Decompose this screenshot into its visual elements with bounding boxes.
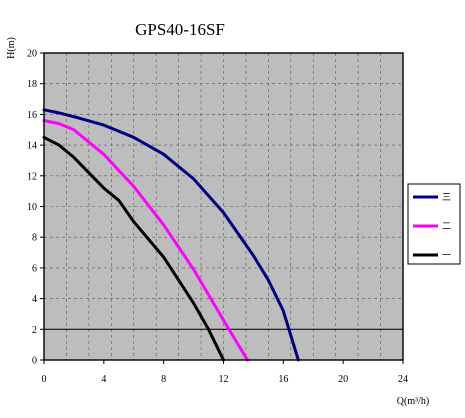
x-tick-label: 4 [101, 374, 106, 385]
plot-background [44, 53, 403, 360]
y-tick-label: 16 [27, 110, 37, 121]
series-line-1 [42, 108, 300, 362]
plot-area [42, 52, 404, 362]
series-group [42, 108, 300, 362]
x-tick-label: 24 [398, 374, 408, 385]
y-tick-label: 20 [27, 49, 37, 60]
legend-label-3: 一 [442, 250, 451, 260]
legend-label-1: 三 [442, 192, 451, 202]
x-tick-label: 12 [219, 374, 229, 385]
y-axis-label: H(m) [6, 37, 17, 59]
y-tick-label: 0 [32, 356, 37, 367]
y-tick-label: 4 [32, 294, 37, 305]
y-axis-ticks: 0 2 4 6 8 10 12 14 16 18 20 [27, 49, 44, 367]
legend-label-2: 二 [442, 221, 451, 231]
legend-items: 三二一 [413, 192, 451, 260]
y-tick-label: 10 [27, 202, 37, 213]
x-axis-label: Q(m³/h) [397, 396, 429, 407]
x-tick-label: 16 [278, 374, 288, 385]
y-tick-label: 14 [27, 141, 37, 152]
y-tick-label: 2 [32, 325, 37, 336]
legend: 三二一 [407, 183, 461, 265]
y-tick-label: 12 [27, 171, 37, 182]
x-tick-label: 8 [161, 374, 166, 385]
x-tick-label: 20 [338, 374, 348, 385]
x-axis-ticks: 0 4 8 12 16 20 24 [42, 360, 408, 385]
y-tick-label: 8 [32, 233, 37, 244]
series-line-2 [42, 119, 249, 362]
series-line-3 [42, 135, 225, 362]
x-tick-label: 0 [42, 374, 47, 385]
chart-title: GPS40-16SF [135, 20, 225, 39]
y-tick-label: 6 [32, 263, 37, 274]
y-tick-label: 18 [27, 79, 37, 90]
